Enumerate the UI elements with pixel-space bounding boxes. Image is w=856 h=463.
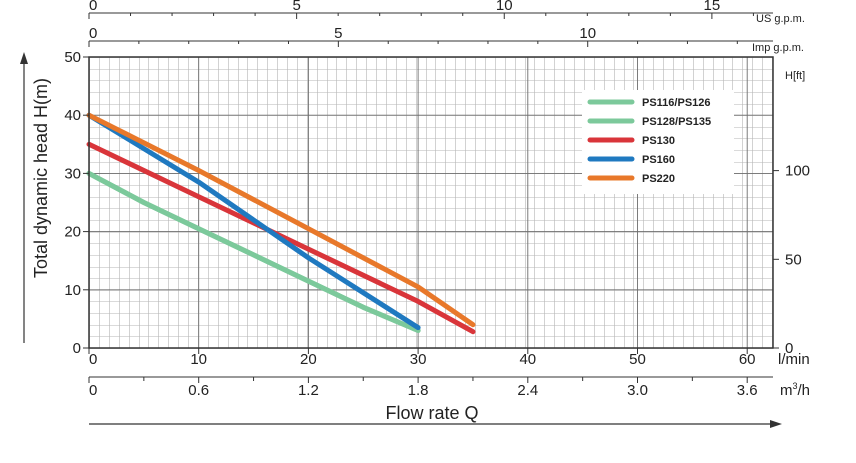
- y-tick-label: 0: [73, 340, 81, 357]
- ft-tick-label: 100: [785, 163, 810, 180]
- x-m3h-tick-label: 3.0: [627, 382, 648, 399]
- legend-label: PS116/PS126: [642, 97, 711, 109]
- us-gpm-tick-label: 10: [496, 0, 513, 14]
- x-lmin-tick-label: 10: [190, 351, 207, 368]
- legend: PS116/PS126 PS128/PS135 PS130 PS160 PS220: [582, 90, 734, 194]
- ft-tick-label: 0: [785, 340, 793, 357]
- ft-tick-label: 50: [785, 251, 802, 268]
- legend-label: PS128/PS135: [642, 116, 711, 128]
- head-arrow-head: [20, 52, 28, 64]
- imp-gpm-tick-label: 0: [89, 25, 97, 42]
- imp-gpm-tick-label: 10: [579, 25, 596, 42]
- y-tick-label: 30: [64, 165, 81, 182]
- series-line: [86, 112, 476, 328]
- x-lmin-tick-label: 50: [629, 351, 646, 368]
- imp-gpm-tick-label: 5: [334, 25, 342, 42]
- x-m3h-tick-label: 3.6: [737, 382, 758, 399]
- x-lmin-tick-label: 40: [519, 351, 536, 368]
- ft-unit: H[ft]: [785, 70, 805, 82]
- us-gpm-unit: US g.p.m.: [756, 13, 805, 25]
- x-axis-title: Flow rate Q: [385, 403, 478, 423]
- x-lmin-tick-label: 20: [300, 351, 317, 368]
- plot-frame: [88, 56, 774, 349]
- x-m3h-tick-label: 2.4: [517, 382, 538, 399]
- series-line: [86, 141, 476, 335]
- m3h-unit: m3/h: [780, 381, 810, 399]
- imp-gpm-unit: Imp g.p.m.: [752, 42, 804, 54]
- y-tick-label: 40: [64, 107, 81, 124]
- legend-label: PS160: [642, 154, 675, 166]
- m3h-unit-sup: 3: [793, 381, 798, 391]
- axes: [20, 12, 782, 428]
- y-axis-title: Total dynamic head H(m): [31, 78, 51, 278]
- x-m3h-tick-label: 1.8: [408, 382, 429, 399]
- us-gpm-tick-label: 0: [89, 0, 97, 14]
- x-m3h-tick-label: 0.6: [188, 382, 209, 399]
- series-lines: [86, 112, 476, 335]
- m3h-unit-tail: /h: [798, 382, 811, 399]
- x-m3h-tick-label: 1.2: [298, 382, 319, 399]
- series-line: [86, 112, 421, 331]
- x-lmin-tick-label: 60: [739, 351, 756, 368]
- m3h-unit-base: m: [780, 382, 793, 399]
- us-gpm-tick-label: 15: [704, 0, 721, 14]
- y-tick-label: 20: [64, 224, 81, 241]
- us-gpm-tick-label: 5: [292, 0, 300, 14]
- x-lmin-tick-label: 0: [89, 351, 97, 368]
- x-m3h-tick-label: 0: [89, 382, 97, 399]
- y-tick-label: 10: [64, 282, 81, 299]
- y-tick-label: 50: [64, 49, 81, 66]
- series-line: [86, 170, 421, 333]
- legend-label: PS130: [642, 135, 675, 147]
- lmin-unit: l/min: [778, 351, 810, 368]
- x-lmin-tick-label: 30: [410, 351, 427, 368]
- flow-arrow-head: [770, 420, 782, 428]
- legend-label: PS220: [642, 173, 675, 185]
